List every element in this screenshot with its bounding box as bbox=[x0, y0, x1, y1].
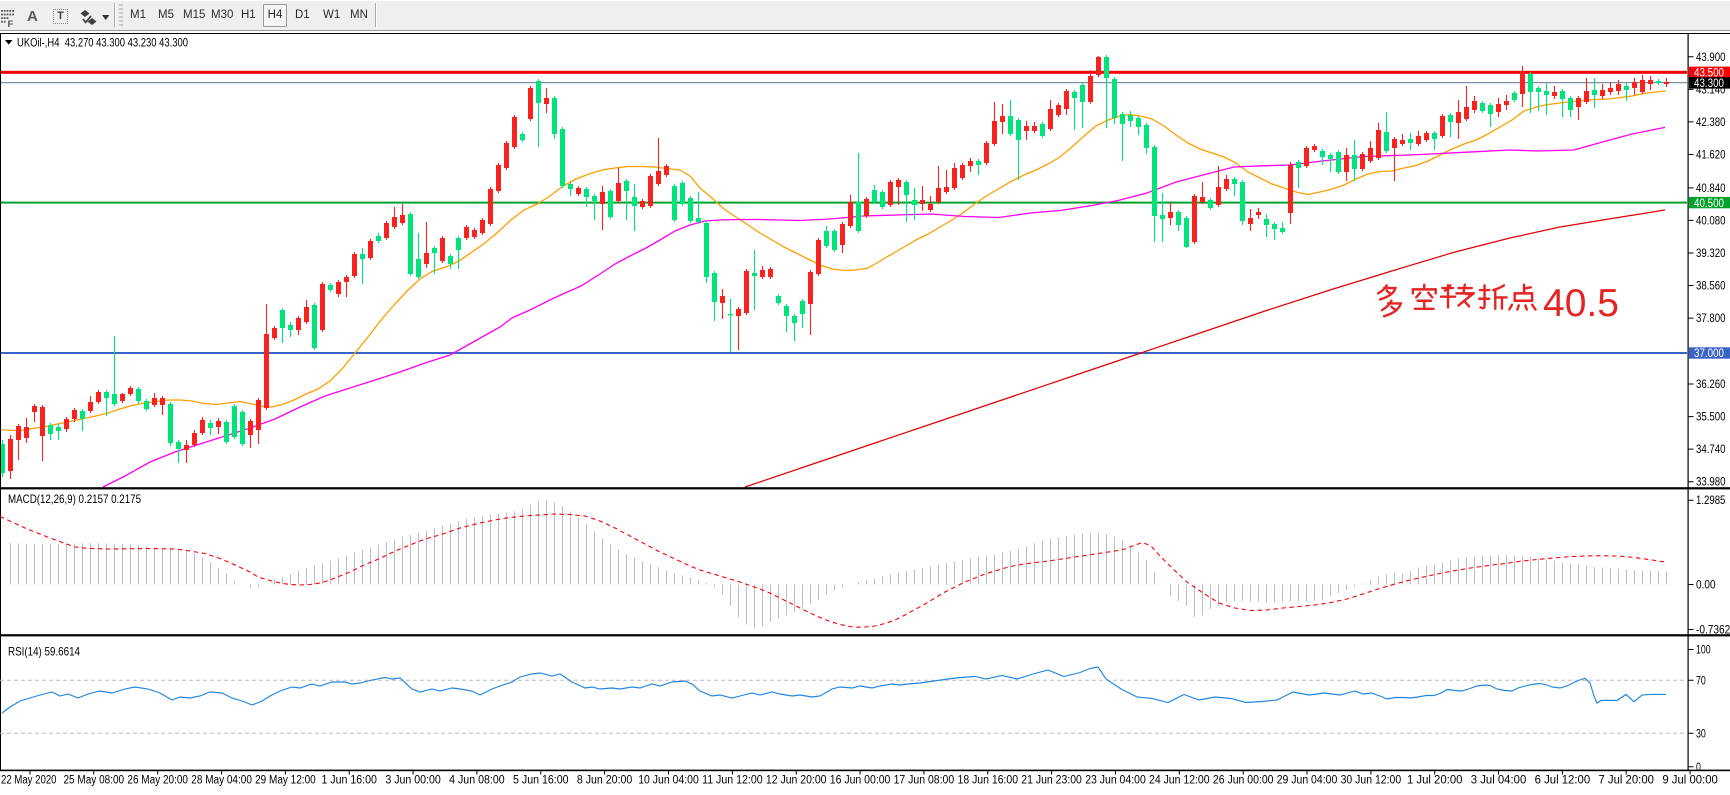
svg-text:3 Jul 04:00: 3 Jul 04:00 bbox=[1471, 775, 1527, 787]
svg-text:UKOil-,H4 43.270 43.300 43.23: UKOil-,H4 43.270 43.300 43.230 43.300 bbox=[17, 36, 188, 50]
svg-text:34.740: 34.740 bbox=[1696, 444, 1726, 456]
svg-text:9 Jul 00:00: 9 Jul 00:00 bbox=[1662, 775, 1718, 787]
svg-text:1 Jun 16:00: 1 Jun 16:00 bbox=[321, 775, 377, 787]
svg-text:0: 0 bbox=[1696, 762, 1701, 774]
svg-text:22 May 2020: 22 May 2020 bbox=[1, 775, 57, 787]
svg-text:36.260: 36.260 bbox=[1696, 379, 1726, 391]
svg-text:38.560: 38.560 bbox=[1696, 281, 1726, 293]
svg-text:8 Jun 20:00: 8 Jun 20:00 bbox=[577, 775, 633, 787]
svg-text:100: 100 bbox=[1696, 645, 1711, 657]
svg-text:33.980: 33.980 bbox=[1696, 477, 1726, 489]
svg-text:16 Jun 00:00: 16 Jun 00:00 bbox=[830, 775, 891, 787]
svg-text:5 Jun 16:00: 5 Jun 16:00 bbox=[513, 775, 569, 787]
svg-text:43.300: 43.300 bbox=[1694, 78, 1724, 90]
svg-text:1 Jul 20:00: 1 Jul 20:00 bbox=[1407, 775, 1463, 787]
svg-text:70: 70 bbox=[1696, 675, 1706, 687]
svg-text:26 May 20:00: 26 May 20:00 bbox=[127, 775, 188, 787]
svg-text:21 Jun 23:00: 21 Jun 23:00 bbox=[1021, 775, 1082, 787]
svg-text:23 Jun 04:00: 23 Jun 04:00 bbox=[1085, 775, 1146, 787]
svg-text:35.500: 35.500 bbox=[1696, 412, 1726, 424]
svg-text:25 May 08:00: 25 May 08:00 bbox=[64, 775, 125, 787]
svg-text:F: F bbox=[8, 19, 14, 27]
svg-text:30 Jun 12:00: 30 Jun 12:00 bbox=[1341, 775, 1402, 787]
svg-text:42.380: 42.380 bbox=[1696, 117, 1726, 129]
svg-text:37.800: 37.800 bbox=[1696, 313, 1726, 325]
svg-text:29 May 12:00: 29 May 12:00 bbox=[255, 775, 316, 787]
svg-text:40.5: 40.5 bbox=[1543, 282, 1619, 325]
svg-text:3 Jun 00:00: 3 Jun 00:00 bbox=[385, 775, 441, 787]
svg-text:1.2985: 1.2985 bbox=[1696, 495, 1725, 507]
svg-text:43.900: 43.900 bbox=[1696, 52, 1726, 64]
svg-text:37.000: 37.000 bbox=[1694, 348, 1724, 360]
svg-text:MACD(12,26,9) 0.2157 0.2175: MACD(12,26,9) 0.2157 0.2175 bbox=[8, 492, 141, 506]
svg-text:4 Jun 08:00: 4 Jun 08:00 bbox=[449, 775, 505, 787]
svg-text:30: 30 bbox=[1696, 728, 1706, 740]
svg-text:7 Jul 20:00: 7 Jul 20:00 bbox=[1598, 775, 1654, 787]
svg-text:39.320: 39.320 bbox=[1696, 248, 1726, 260]
svg-text:RSI(14) 59.6614: RSI(14) 59.6614 bbox=[8, 645, 80, 659]
svg-text:40.080: 40.080 bbox=[1696, 215, 1726, 227]
svg-text:40.500: 40.500 bbox=[1694, 198, 1724, 210]
svg-text:17 Jun 08:00: 17 Jun 08:00 bbox=[894, 775, 955, 787]
svg-text:26 Jun 00:00: 26 Jun 00:00 bbox=[1213, 775, 1274, 787]
svg-text:11 Jun 12:00: 11 Jun 12:00 bbox=[702, 775, 763, 787]
svg-text:12 Jun 20:00: 12 Jun 20:00 bbox=[766, 775, 827, 787]
svg-text:43.500: 43.500 bbox=[1694, 68, 1724, 80]
svg-text:40.840: 40.840 bbox=[1696, 183, 1726, 195]
svg-text:18 Jun 16:00: 18 Jun 16:00 bbox=[958, 775, 1019, 787]
svg-text:-0.7362: -0.7362 bbox=[1696, 625, 1730, 637]
svg-text:24 Jun 12:00: 24 Jun 12:00 bbox=[1149, 775, 1210, 787]
svg-text:0.00: 0.00 bbox=[1696, 580, 1716, 592]
svg-text:41.620: 41.620 bbox=[1696, 150, 1726, 162]
svg-text:29 Jun 04:00: 29 Jun 04:00 bbox=[1277, 775, 1338, 787]
svg-text:6 Jul 12:00: 6 Jul 12:00 bbox=[1535, 775, 1591, 787]
svg-text:10 Jun 04:00: 10 Jun 04:00 bbox=[638, 775, 699, 787]
svg-text:28 May 04:00: 28 May 04:00 bbox=[191, 775, 252, 787]
